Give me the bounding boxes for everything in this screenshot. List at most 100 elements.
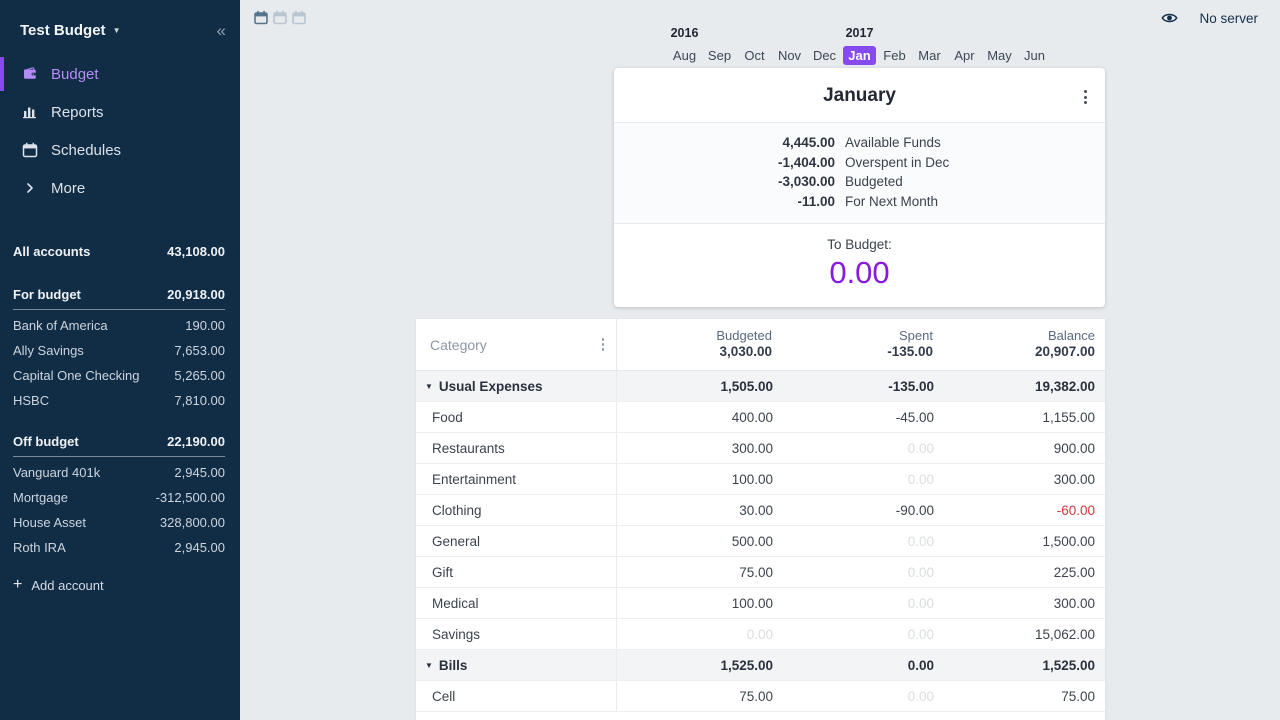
category-name-label: Clothing	[432, 502, 482, 518]
spent-column-header: Spent -135.00	[780, 319, 941, 370]
month-nav-jan[interactable]: Jan	[843, 46, 876, 65]
spent-cell[interactable]: 0.00	[907, 657, 934, 673]
collapse-caret-icon[interactable]: ▼	[425, 381, 433, 391]
balance-cell[interactable]: -60.00	[1056, 502, 1095, 518]
balance-cell[interactable]: 19,382.00	[1034, 378, 1095, 394]
sidebar-account-item[interactable]: Bank of America 190.00	[13, 313, 225, 338]
privacy-eye-icon[interactable]	[1161, 10, 1179, 26]
category-name[interactable]: Cell	[416, 681, 617, 711]
category-name[interactable]: ▼ Bills	[416, 650, 617, 680]
account-group-header[interactable]: For budget 20,918.00	[13, 281, 225, 310]
month-nav-oct[interactable]: Oct	[744, 48, 765, 63]
budgeted-cell[interactable]: 100.00	[731, 471, 773, 487]
category-name[interactable]: Food	[416, 402, 617, 432]
sidebar-account-item[interactable]: Ally Savings 7,653.00	[13, 338, 225, 363]
balance-cell[interactable]: 300.00	[1053, 471, 1095, 487]
category-menu-kebab-icon[interactable]	[600, 336, 607, 353]
month-nav-nov[interactable]: Nov	[777, 48, 802, 63]
sidebar-account-item[interactable]: House Asset 328,800.00	[13, 510, 225, 535]
month-nav-dec[interactable]: Dec	[812, 48, 837, 63]
category-name[interactable]: Entertainment	[416, 464, 617, 494]
balance-cell[interactable]: 1,525.00	[1042, 657, 1095, 673]
sidebar-account-item[interactable]: Mortgage -312,500.00	[13, 485, 225, 510]
summary-amount: 4,445.00	[782, 135, 835, 150]
two-month-view-calendar-icon[interactable]	[273, 10, 287, 25]
category-name[interactable]: Medical	[416, 588, 617, 618]
category-group-row: ▼ Usual Expenses 1,505.00 -135.00 19,382.00	[416, 371, 1105, 402]
month-nav-apr[interactable]: Apr	[954, 48, 975, 63]
year-label	[912, 26, 947, 40]
category-name[interactable]: Gift	[416, 557, 617, 587]
year-label	[982, 26, 1017, 40]
budgeted-cell[interactable]: 75.00	[739, 688, 773, 704]
budgeted-cell[interactable]: 1,525.00	[720, 657, 773, 673]
budgeted-cell[interactable]: 500.00	[731, 533, 773, 549]
spent-cell[interactable]: 0.00	[907, 440, 934, 456]
balance-cell[interactable]: 1,500.00	[1042, 533, 1095, 549]
collapse-caret-icon[interactable]: ▼	[425, 660, 433, 670]
server-status-label[interactable]: No server	[1199, 10, 1258, 26]
spent-cell[interactable]: 0.00	[907, 688, 934, 704]
to-budget-amount[interactable]: 0.00	[829, 254, 890, 290]
month-nav-sep[interactable]: Sep	[707, 48, 732, 63]
category-name[interactable]: Savings	[416, 619, 617, 649]
balance-cell[interactable]: 15,062.00	[1034, 626, 1095, 642]
budgeted-cell[interactable]: 300.00	[731, 440, 773, 456]
budgeted-cell[interactable]: 75.00	[739, 564, 773, 580]
category-name[interactable]: ▼ Usual Expenses	[416, 371, 617, 401]
month-picker: Aug Sep Oct Nov Dec Jan Feb Mar Apr May Jun	[614, 46, 1105, 65]
month-nav-may[interactable]: May	[987, 48, 1012, 63]
balance-cell[interactable]: 75.00	[1061, 688, 1095, 704]
sidebar-account-item[interactable]: Capital One Checking 5,265.00	[13, 363, 225, 388]
budgeted-cell[interactable]: 400.00	[731, 409, 773, 425]
category-column-header: Category	[430, 336, 487, 353]
category-name[interactable]: General	[416, 526, 617, 556]
sidebar-account-item[interactable]: Roth IRA 2,945.00	[13, 535, 225, 560]
add-account-button[interactable]: + Add account	[13, 577, 225, 593]
spent-cell[interactable]: 0.00	[907, 533, 934, 549]
budgeted-cell[interactable]: 1,505.00	[720, 378, 773, 394]
month-nav-feb[interactable]: Feb	[883, 48, 906, 63]
sidebar-item-reports[interactable]: Reports	[0, 93, 240, 131]
spent-cell[interactable]: 0.00	[907, 471, 934, 487]
one-month-view-calendar-icon[interactable]	[254, 10, 268, 25]
spent-cell[interactable]: -45.00	[895, 409, 934, 425]
budgeted-cell[interactable]: 100.00	[731, 595, 773, 611]
budgeted-cell[interactable]: 30.00	[739, 502, 773, 518]
budgeted-cell[interactable]: 0.00	[746, 626, 773, 642]
balance-cell[interactable]: 1,155.00	[1042, 409, 1095, 425]
category-name[interactable]: Restaurants	[416, 433, 617, 463]
month-nav-jun[interactable]: Jun	[1024, 48, 1045, 63]
budgeted-column-header: Budgeted 3,030.00	[617, 319, 780, 370]
sidebar-item-more[interactable]: More	[0, 169, 240, 207]
month-nav-aug[interactable]: Aug	[672, 48, 697, 63]
year-label	[737, 26, 772, 40]
sidebar-account-item[interactable]: Vanguard 401k 2,945.00	[13, 460, 225, 485]
spent-cell[interactable]: -135.00	[888, 378, 934, 394]
year-labels: 2016 2017	[614, 26, 1105, 40]
summary-amount: -3,030.00	[777, 174, 835, 190]
three-month-view-calendar-icon[interactable]	[292, 10, 306, 25]
year-label	[807, 26, 842, 40]
month-menu-kebab-icon[interactable]	[1082, 88, 1089, 106]
sidebar-account-item[interactable]: HSBC 7,810.00	[13, 388, 225, 413]
balance-cell[interactable]: 225.00	[1053, 564, 1095, 580]
balance-column-header: Balance 20,907.00	[941, 319, 1105, 370]
sidebar-item-schedules[interactable]: Schedules	[0, 131, 240, 169]
spent-cell[interactable]: -90.00	[895, 502, 934, 518]
budget-file-menu[interactable]: Test Budget ▼	[20, 22, 120, 39]
category-name-label: Food	[432, 409, 463, 425]
sidebar-item-all-accounts[interactable]: All accounts 43,108.00	[13, 237, 225, 266]
spent-cell[interactable]: 0.00	[907, 626, 934, 642]
balance-cell[interactable]: 300.00	[1053, 595, 1095, 611]
sidebar-item-budget[interactable]: Budget	[0, 55, 240, 93]
category-row: Food 400.00 -45.00 1,155.00	[416, 402, 1105, 433]
calendar-icon	[21, 142, 38, 159]
balance-cell[interactable]: 900.00	[1053, 440, 1095, 456]
spent-cell[interactable]: 0.00	[907, 564, 934, 580]
sidebar-collapse-button[interactable]: «	[216, 21, 226, 40]
account-group-header[interactable]: Off budget 22,190.00	[13, 428, 225, 457]
month-nav-mar[interactable]: Mar	[918, 48, 941, 63]
category-name[interactable]: Clothing	[416, 495, 617, 525]
spent-cell[interactable]: 0.00	[907, 595, 934, 611]
